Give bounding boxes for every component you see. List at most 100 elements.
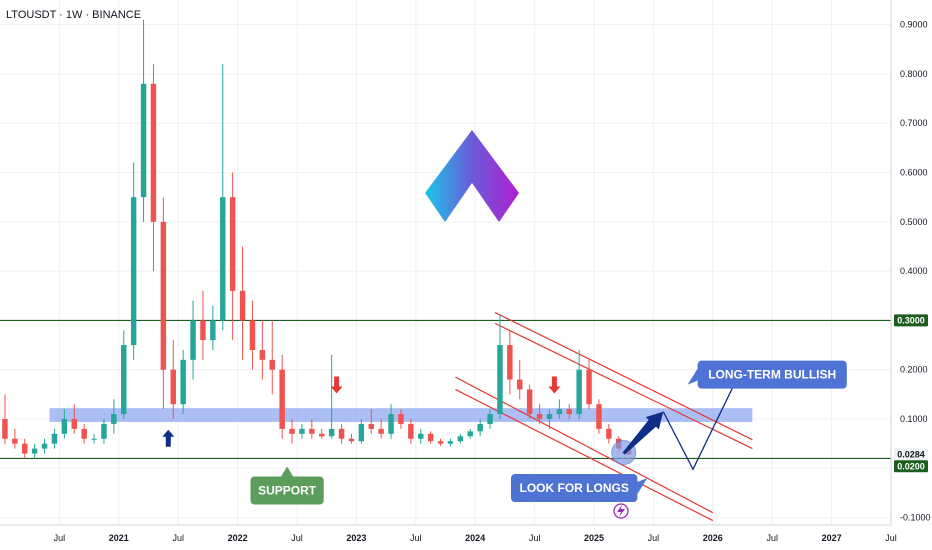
price-tag-box bbox=[894, 314, 928, 327]
callout-long-term-bullish-text: LONG-TERM BULLISH bbox=[708, 368, 836, 382]
candle-body bbox=[111, 414, 117, 424]
candle-body bbox=[348, 438, 355, 442]
lightning-icon[interactable] bbox=[613, 503, 629, 519]
x-tick-label: 2027 bbox=[822, 533, 842, 543]
x-tick-label: Jul bbox=[291, 533, 303, 543]
candle-body bbox=[497, 345, 503, 415]
candle-body bbox=[200, 320, 206, 341]
candle-body bbox=[526, 389, 533, 415]
candle-body bbox=[467, 431, 473, 437]
candle-body bbox=[249, 320, 256, 350]
candle-body bbox=[398, 414, 404, 424]
callout-pointer bbox=[687, 368, 698, 385]
candle-body bbox=[130, 197, 137, 346]
callout-pointer bbox=[281, 466, 294, 477]
arrow-up-marker bbox=[162, 429, 175, 447]
callout-pointer bbox=[637, 478, 648, 495]
candle-body bbox=[368, 423, 374, 429]
horizontal-lines bbox=[0, 319, 891, 460]
candle-body bbox=[229, 197, 236, 291]
y-tick-label: 0.4000 bbox=[900, 266, 928, 276]
channel-upper-line bbox=[494, 311, 753, 441]
candle-body bbox=[22, 443, 28, 454]
candle-body bbox=[319, 433, 325, 437]
x-axis: Jul 2021 Jul 2022 Jul 2023 Jul 2024 Jul 2025 Jul 20… bbox=[54, 533, 897, 543]
candle-body bbox=[81, 428, 87, 439]
price-tag-label: 0.0284 bbox=[897, 449, 925, 459]
candle-body bbox=[121, 345, 127, 415]
candle-body bbox=[259, 350, 266, 360]
x-axis-panel bbox=[0, 525, 932, 550]
candle-body bbox=[517, 379, 523, 390]
y-tick-label: 0.2000 bbox=[900, 365, 928, 375]
candle-body bbox=[328, 428, 335, 437]
candle-body bbox=[101, 423, 107, 439]
candle-body bbox=[358, 423, 365, 442]
candle-body bbox=[190, 320, 196, 360]
candle-body bbox=[12, 438, 18, 444]
candle-body bbox=[289, 428, 295, 434]
candle-body bbox=[2, 419, 8, 439]
candle-body bbox=[140, 83, 147, 198]
candle-body bbox=[388, 414, 394, 434]
candle-body bbox=[437, 441, 444, 444]
x-tick-label: 2025 bbox=[584, 533, 604, 543]
candle-body bbox=[31, 448, 38, 454]
chart-title: LTOUSDT · 1W · BINANCE bbox=[6, 9, 141, 21]
x-tick-label: Jul bbox=[410, 533, 422, 543]
x-tick-label: 2023 bbox=[346, 533, 366, 543]
candle-body bbox=[427, 433, 434, 442]
y-tick-label: 0.9000 bbox=[900, 20, 928, 30]
candle-body bbox=[596, 404, 602, 429]
candles bbox=[2, 19, 632, 459]
candle-body bbox=[477, 423, 483, 432]
x-tick-label: Jul bbox=[766, 533, 778, 543]
candle-body bbox=[51, 433, 58, 444]
chevron-up-logo bbox=[425, 130, 519, 222]
candle-body bbox=[566, 409, 572, 415]
price-tag-box bbox=[894, 448, 928, 461]
candle-body bbox=[586, 369, 592, 405]
candle-body bbox=[41, 443, 48, 449]
callout-support bbox=[250, 476, 324, 505]
candle-body bbox=[606, 428, 612, 439]
price-tag-box bbox=[894, 460, 928, 473]
candle-body bbox=[536, 414, 543, 420]
candle-body bbox=[61, 419, 68, 434]
candle-body bbox=[309, 428, 315, 434]
callout-long-term-bullish bbox=[697, 360, 847, 389]
price-tag-label: 0.3000 bbox=[897, 315, 925, 325]
candle-body bbox=[378, 428, 384, 434]
x-tick-label: Jul bbox=[885, 533, 897, 543]
candle-body bbox=[71, 419, 77, 429]
y-tick-label: 0.1000 bbox=[900, 414, 928, 424]
y-tick-label: 0.5000 bbox=[900, 217, 928, 227]
y-tick-label: 0.7000 bbox=[900, 118, 928, 128]
candle-body bbox=[338, 428, 345, 439]
candle-body bbox=[180, 359, 186, 405]
x-tick-label: 2022 bbox=[228, 533, 248, 543]
callout-support-text: SUPPORT bbox=[258, 483, 317, 497]
candle-body bbox=[91, 438, 97, 440]
callout-look-for-longs bbox=[511, 474, 638, 503]
x-tick-label: 2026 bbox=[703, 533, 723, 543]
candle-body bbox=[299, 428, 305, 434]
candle-body bbox=[170, 369, 176, 405]
grid bbox=[0, 0, 892, 525]
callout-look-for-longs-text: LOOK FOR LONGS bbox=[520, 481, 629, 495]
candle-body bbox=[279, 369, 285, 429]
y-tick-label: -0.1000 bbox=[900, 513, 931, 523]
x-tick-label: Jul bbox=[54, 533, 66, 543]
candle-body bbox=[150, 83, 157, 222]
x-tick-label: Jul bbox=[172, 533, 184, 543]
candle-body bbox=[487, 414, 493, 424]
arrow-down-marker bbox=[330, 376, 343, 394]
x-tick-label: Jul bbox=[648, 533, 660, 543]
candle-body bbox=[556, 409, 563, 415]
candle-body bbox=[210, 320, 216, 341]
y-tick-label: 0.6000 bbox=[900, 168, 928, 178]
x-tick-label: 2024 bbox=[465, 533, 485, 543]
y-tick-label: 0.8000 bbox=[900, 69, 928, 79]
